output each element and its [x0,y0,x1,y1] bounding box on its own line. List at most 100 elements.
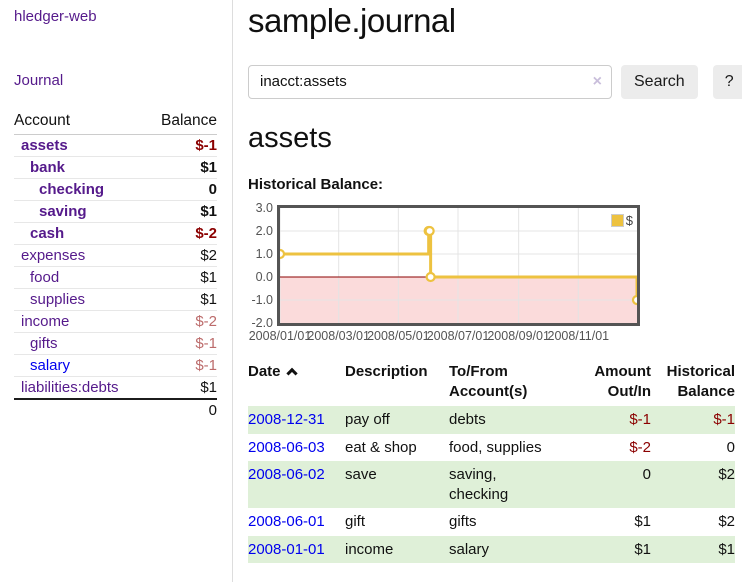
accounts-body: assets $-1 bank $1 checking 0 saving $1 cash $-2 e… [14,135,217,421]
transaction-amount: $1 [634,513,651,531]
col-date-sort[interactable]: Date [248,359,345,407]
transaction-accounts: debts [449,411,486,429]
transaction-row: 2008-01-01 income salary $1 $1 [248,535,735,564]
account-row: supplies $1 [14,288,217,311]
accounts-col-balance: Balance [146,110,217,135]
col-date-label: Date [248,362,281,380]
transaction-row: 2008-12-31 pay off debts $-1 $-1 [248,406,735,434]
transaction-row: 2008-06-02 save saving, checking 0 $2 [248,461,735,509]
balance-chart: 3.0 2.0 1.0 0.0 -1.0 -2.0 $ 2008/01/01 2008/03… [248,201,640,346]
transaction-row: 2008-06-03 eat & shop food, supplies $-2 0 [248,434,735,462]
transaction-date-link[interactable]: 2008-06-03 [248,438,325,456]
chart-legend: $ [610,213,633,228]
clear-search-icon[interactable]: × [592,72,602,90]
transaction-date-link[interactable]: 2008-06-01 [248,513,325,531]
legend-swatch-icon [610,213,624,227]
chart-y-axis: 3.0 2.0 1.0 0.0 -1.0 -2.0 [248,201,277,330]
account-row: saving $1 [14,200,217,223]
col-accounts: To/From Account(s) [449,362,528,401]
account-balance: $-1 [146,354,217,377]
accounts-total-value: 0 [146,398,217,421]
y-tick-label: -1.0 [251,292,273,307]
account-balance: $-1 [146,332,217,355]
nav-journal-link[interactable]: Journal [14,72,64,89]
col-balance: Historical Balance [666,362,735,401]
transaction-description: save [345,466,377,484]
transaction-amount: $-2 [629,438,651,456]
x-tick-label: 2008/03/01 [307,328,370,343]
accounts-col-account: Account [14,110,147,135]
sidebar-account-link[interactable]: saving [39,203,87,220]
transaction-row: 2008-06-01 gift gifts $1 $2 [248,508,735,536]
accounts-total-row: 0 [14,398,217,421]
transaction-accounts: gifts [449,513,477,531]
sidebar-account-link[interactable]: cash [30,225,65,242]
chart-x-axis: 2008/01/01 2008/03/01 2008/05/01 2008/07/01… [248,328,640,346]
account-balance: $2 [146,244,217,267]
sidebar-account-link[interactable]: food [30,269,60,286]
x-tick-label: 2008/09/01 [487,328,550,343]
y-tick-label: -2.0 [251,315,273,330]
account-row: cash $-2 [14,222,217,245]
account-row: checking 0 [14,178,217,201]
page-title: sample.journal [248,2,456,39]
transaction-description: income [345,540,394,558]
sort-ascending-icon [285,367,298,380]
transaction-balance: $-1 [713,411,735,429]
sidebar-account-link[interactable]: liabilities:debts [21,379,119,396]
account-row: liabilities:debts $1 [14,376,217,399]
sidebar-account-link[interactable]: bank [30,159,66,176]
transaction-date-link[interactable]: 2008-12-31 [248,411,325,429]
account-row: expenses $2 [14,244,217,267]
x-tick-label: 2008/11/01 [547,328,610,343]
y-tick-label: 3.0 [255,200,273,215]
sidebar-account-link[interactable]: assets [21,137,68,154]
account-heading: assets [248,121,332,154]
transaction-accounts: salary [449,540,490,558]
account-balance: 0 [146,178,217,201]
transaction-amount: $1 [634,540,651,558]
y-tick-label: 0.0 [255,269,273,284]
search-button[interactable]: Search [621,64,698,99]
y-tick-label: 2.0 [255,223,273,238]
account-row: bank $1 [14,156,217,179]
register-header-row: Date Description To/From Account(s) Amou… [248,359,735,407]
app-brand-link[interactable]: hledger-web [14,8,97,25]
transaction-balance: 0 [726,438,735,456]
transaction-description: pay off [345,411,390,429]
account-balance: $-2 [146,310,217,333]
account-row: assets $-1 [14,135,217,157]
sidebar: hledger-web Journal Account Balance asse… [0,0,233,582]
x-tick-label: 2008/07/01 [426,328,490,343]
transaction-balance: $1 [718,540,735,558]
transaction-description: eat & shop [345,438,417,456]
account-row: food $1 [14,266,217,289]
account-balance: $1 [146,288,217,311]
transaction-description: gift [345,513,366,531]
transaction-amount: 0 [642,466,651,484]
transaction-accounts: saving, checking [449,466,509,503]
col-amount: Amount Out/In [594,362,651,401]
help-button[interactable]: ? [712,64,742,99]
chart-plot-area: $ [277,204,640,326]
main-content: sample.journal × Search ? assets Histori… [233,0,742,564]
sidebar-account-link[interactable]: checking [39,181,105,198]
transaction-amount: $-1 [629,411,651,429]
account-balance: $1 [146,200,217,223]
sidebar-account-link[interactable]: salary [30,357,71,374]
y-tick-label: 1.0 [255,246,273,261]
search-form: × Search ? [248,64,742,99]
sidebar-account-link[interactable]: gifts [30,335,58,352]
transaction-date-link[interactable]: 2008-06-02 [248,466,325,484]
account-row: gifts $-1 [14,332,217,355]
transaction-date-link[interactable]: 2008-01-01 [248,540,325,558]
sidebar-account-link[interactable]: expenses [21,247,86,264]
search-input[interactable] [248,64,612,99]
account-balance: $1 [146,156,217,179]
sidebar-account-link[interactable]: income [21,313,70,330]
sidebar-account-link[interactable]: supplies [30,291,86,308]
x-tick-label: 2008/05/01 [367,328,430,343]
account-balance: $-1 [195,137,217,154]
account-balance: $1 [146,376,217,399]
account-row: salary $-1 [14,354,217,377]
